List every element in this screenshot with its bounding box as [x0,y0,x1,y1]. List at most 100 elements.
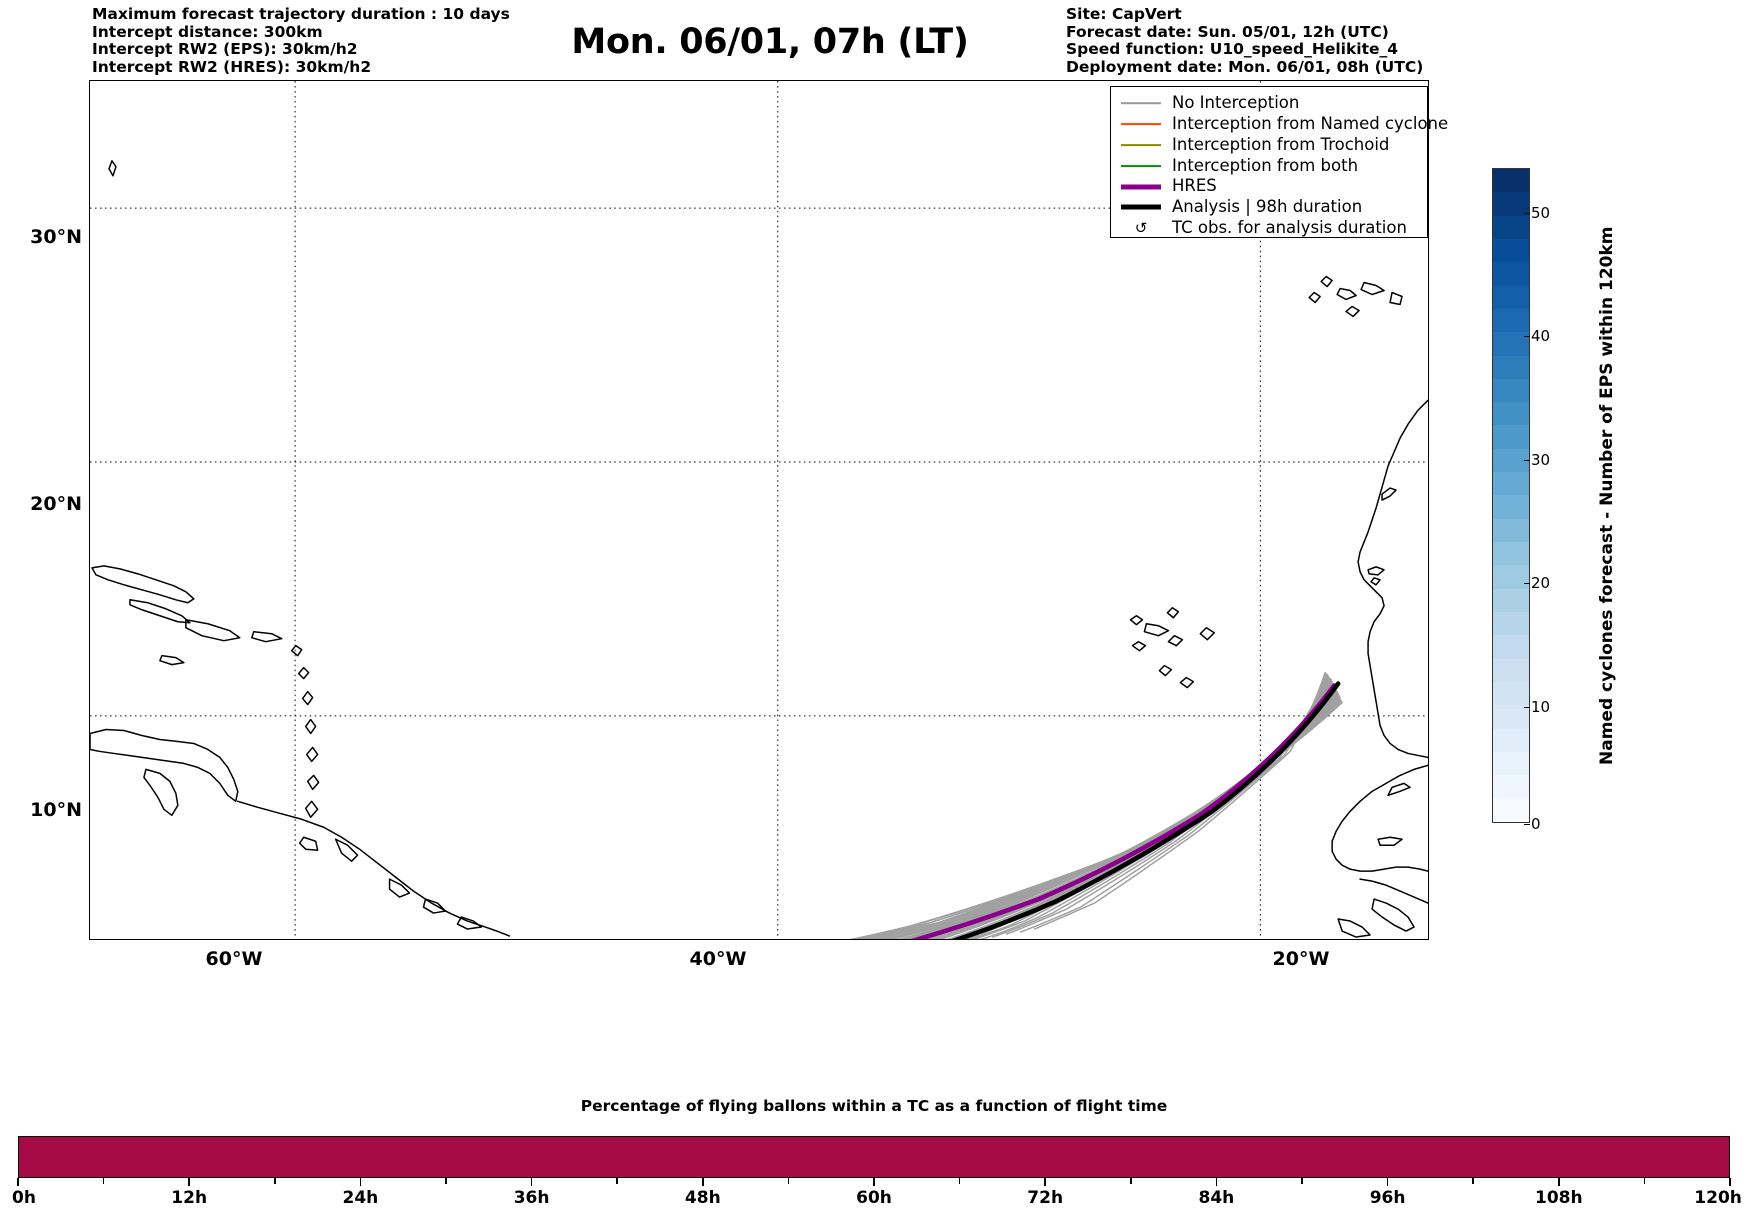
progress-bar-axes[interactable] [18,1136,1730,1178]
hres-trajectory [910,683,1337,939]
progress-tick [787,1178,790,1184]
colorbar-step [1493,565,1529,589]
map-canvas [90,81,1428,939]
cyclone-icon: ↺ [1134,219,1148,238]
colorbar-tick-30: 30 [1523,451,1551,469]
colorbar-step [1493,378,1529,403]
progress-tick-label: 0h [12,1188,36,1208]
lon-tick-60w: 60°W [205,948,263,970]
progress-tick [274,1178,276,1184]
legend-line-swatch [1119,94,1163,112]
legend-item-hres[interactable]: HRES [1119,176,1417,197]
progress-tick [1386,1178,1389,1186]
progress-tick [1044,1178,1046,1186]
legend-item-analysis[interactable]: Analysis | 98h duration [1119,197,1417,218]
colorbar-step [1493,775,1529,799]
header-left-line-2: Intercept distance: 300km [92,22,323,41]
colorbar-step [1493,681,1529,706]
colorbar-step [1493,238,1529,263]
colorbar-step [1493,658,1529,682]
colorbar-step [1493,542,1529,566]
colorbar-step [1493,611,1529,636]
header-left-info: Maximum forecast trajectory duration : 1… [92,5,510,76]
page-title: Mon. 06/01, 07h (LT) [571,22,969,62]
legend-label: Analysis | 98h duration [1172,197,1363,217]
lat-tick-30n: 30°N [30,226,82,248]
colorbar-step [1493,588,1529,612]
progress-tick [873,1178,875,1186]
colorbar-tick-50: 50 [1523,204,1551,222]
legend-label: TC obs. for analysis duration [1172,217,1407,237]
progress-tick-label: 48h [684,1188,721,1208]
forecast-date-label: Forecast date: Sun. 05/01, 12h (UTC) [1066,22,1389,41]
legend-item-no-interception[interactable]: No Interception [1119,93,1417,114]
legend-item-tc-obs[interactable]: ↺ TC obs. for analysis duration [1119,218,1417,239]
progress-tick-label: 24h [342,1188,379,1208]
legend-item-trochoid[interactable]: Interception from Trochoid [1119,135,1417,156]
progress-bar-fill [19,1137,1729,1177]
progress-tick-label: 72h [1027,1188,1064,1208]
progress-tick [1130,1178,1132,1184]
legend-label: Interception from Named cyclone [1172,113,1449,133]
progress-tick-label: 120h [1694,1188,1742,1208]
colorbar-step [1493,751,1529,776]
colorbar-tick-40: 40 [1523,327,1551,345]
progress-tick [1472,1178,1474,1184]
colorbar-step [1493,192,1529,216]
progress-tick-label: 96h [1369,1188,1406,1208]
header-left-line-4: Intercept RW2 (HRES): 30km/h2 [92,57,372,76]
legend-line-swatch [1119,178,1163,196]
header-right-info: Site: CapVert Forecast date: Sun. 05/01,… [1066,5,1423,76]
colorbar-title: Named cyclones forecast - Number of EPS … [1597,226,1617,765]
colorbar-step [1493,332,1529,356]
progress-tick [1558,1178,1560,1186]
legend-line-swatch [1119,198,1163,216]
progress-tick [1215,1178,1218,1186]
progress-tick [102,1178,105,1184]
progress-tick [445,1178,447,1184]
map-coastlines [90,160,1428,938]
colorbar-step [1493,308,1529,333]
colorbar-step [1493,635,1529,659]
colorbar-step [1493,518,1529,542]
progress-tick [1643,1178,1646,1184]
colorbar-step [1493,402,1529,426]
lat-tick-20n: 20°N [30,493,82,515]
progress-tick [1301,1178,1303,1184]
legend-line-swatch [1119,157,1163,175]
progress-tick [530,1178,533,1186]
colorbar-gradient [1492,168,1530,823]
progress-tick [188,1178,190,1186]
progress-tick [359,1178,362,1186]
progress-tick-label: 36h [513,1188,550,1208]
progress-tick [958,1178,961,1184]
analysis-trajectory [951,681,1341,939]
colorbar-step [1493,169,1529,193]
legend-line-swatch [1119,115,1163,133]
colorbar-step [1493,705,1529,729]
colorbar-step [1493,728,1529,752]
colorbar[interactable]: 50 40 30 20 10 0 [1492,168,1550,833]
progress-tick-label: 108h [1535,1188,1583,1208]
colorbar-step [1493,425,1529,449]
colorbar-tick-20: 20 [1523,574,1551,592]
progress-bar-ticks: 0h 12h 24h 36h 48h 60h 72h 84h 96h 108h 120h [12,1178,1742,1212]
legend-item-both[interactable]: Interception from both [1119,155,1417,176]
colorbar-step [1493,285,1529,309]
colorbar-tick-0: 0 [1524,815,1541,833]
legend-item-named-cyclone[interactable]: Interception from Named cyclone [1119,114,1448,135]
colorbar-step [1493,448,1529,473]
legend-label: HRES [1172,176,1217,196]
progress-tick-label: 84h [1198,1188,1235,1208]
speed-function-label: Speed function: U10_speed_Helikite_4 [1066,40,1399,58]
colorbar-step [1493,355,1529,379]
progress-bar-title: Percentage of flying ballons within a TC… [580,1097,1168,1115]
map-legend[interactable]: No Interception Interception from Named … [1110,86,1448,239]
header-left-line-1: Maximum forecast trajectory duration : 1… [92,5,510,23]
colorbar-tick-10: 10 [1523,698,1551,716]
colorbar-step [1493,262,1529,286]
progress-tick [17,1178,19,1186]
site-label: Site: CapVert [1066,5,1182,23]
lon-tick-20w: 20°W [1272,948,1330,970]
progress-tick-label: 12h [171,1188,208,1208]
